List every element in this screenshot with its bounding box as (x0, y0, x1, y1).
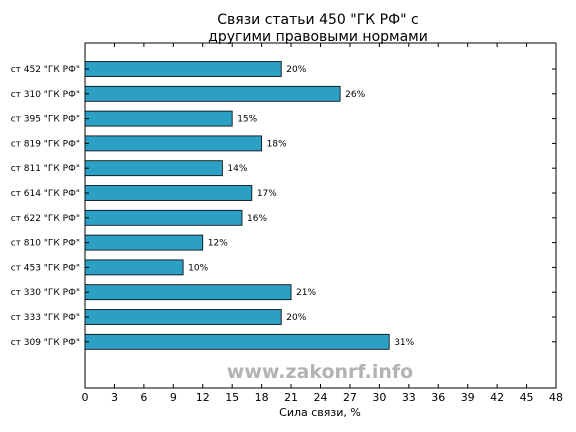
data-label: 14% (227, 164, 247, 174)
data-label: 10% (188, 263, 208, 273)
data-label: 16% (247, 214, 267, 224)
x-tick-label: 12 (196, 391, 210, 404)
category-label: ст 309 "ГК РФ" (11, 338, 80, 348)
data-label: 18% (267, 139, 287, 149)
chart-title-line-2: другими правовыми нормами (208, 29, 428, 45)
x-tick-label: 48 (549, 391, 563, 404)
bar (84, 209, 243, 226)
bar (84, 284, 292, 301)
watermark: www.zakonrf.info (227, 361, 413, 383)
data-label: 17% (257, 189, 277, 199)
x-tick-label: 42 (490, 391, 504, 404)
bar (84, 234, 204, 251)
x-tick-label: 24 (314, 391, 328, 404)
bar (84, 259, 184, 276)
category-label: ст 453 "ГК РФ" (11, 263, 80, 273)
x-tick-label: 27 (343, 391, 357, 404)
bar (84, 61, 282, 77)
data-label: 15% (237, 115, 257, 125)
x-tick-label: 18 (255, 391, 269, 404)
x-tick-label: 30 (372, 391, 386, 404)
x-tick-label: 36 (431, 391, 445, 404)
category-label: ст 310 "ГК РФ" (11, 90, 80, 100)
x-tick-label: 21 (284, 391, 298, 404)
data-label: 26% (345, 90, 365, 100)
bar (84, 185, 253, 201)
category-label: ст 395 "ГК РФ" (11, 115, 80, 125)
x-tick-label: 39 (461, 391, 475, 404)
x-tick-label: 0 (82, 391, 89, 404)
x-axis-label: Сила связи, % (279, 406, 361, 419)
category-label: ст 333 "ГК РФ" (11, 313, 80, 323)
data-label: 20% (286, 313, 306, 323)
category-label: ст 819 "ГК РФ" (11, 139, 80, 149)
category-label: ст 622 "ГК РФ" (11, 214, 80, 224)
x-tick-label: 45 (520, 391, 534, 404)
category-label: ст 811 "ГК РФ" (11, 164, 80, 174)
x-tick-label: 15 (225, 391, 239, 404)
category-label: ст 614 "ГК РФ" (11, 189, 80, 199)
x-tick-label: 9 (170, 391, 177, 404)
x-tick-label: 6 (140, 391, 147, 404)
data-label: 20% (286, 65, 306, 75)
bar (84, 309, 282, 325)
bar (84, 110, 233, 127)
data-label: 31% (394, 338, 414, 348)
x-tick-label: 3 (111, 391, 118, 404)
x-tick-label: 33 (402, 391, 416, 404)
category-label: ст 810 "ГК РФ" (11, 239, 80, 249)
bar (84, 160, 223, 177)
data-label: 12% (208, 239, 228, 249)
data-label: 21% (296, 288, 316, 298)
category-label: ст 452 "ГК РФ" (11, 65, 80, 75)
bar (84, 135, 263, 152)
chart-title-line-1: Связи статьи 450 "ГК РФ" с (217, 12, 418, 28)
category-label: ст 330 "ГК РФ" (11, 288, 80, 298)
bar (84, 85, 341, 102)
bar (84, 333, 390, 350)
